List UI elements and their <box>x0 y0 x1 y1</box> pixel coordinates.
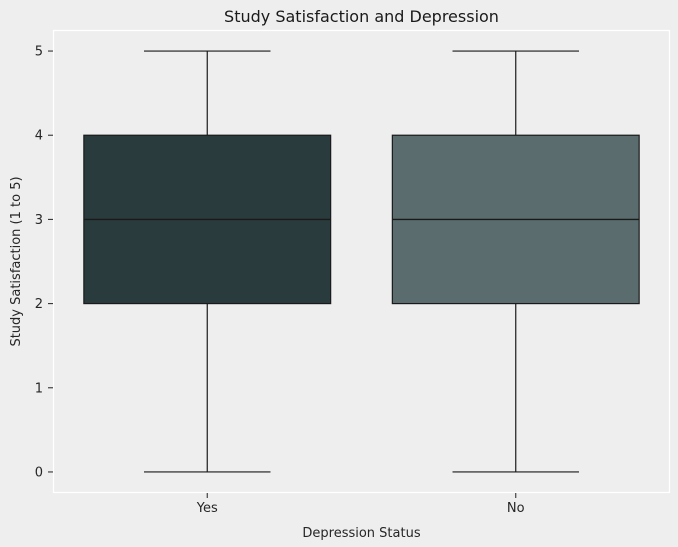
chart-title: Study Satisfaction and Depression <box>224 7 499 26</box>
x-tick-label: Yes <box>196 501 218 516</box>
y-tick-label: 0 <box>35 465 43 480</box>
plot-area-group: 0 1 2 3 4 5 Yes No <box>35 29 671 516</box>
y-tick-label: 1 <box>35 381 43 396</box>
x-tick-label: No <box>507 501 525 516</box>
x-axis-label: Depression Status <box>302 526 420 541</box>
y-tick-label: 5 <box>35 45 43 60</box>
y-tick-label: 2 <box>35 297 43 312</box>
y-axis-label: Study Satisfaction (1 to 5) <box>9 176 24 346</box>
y-tick-label: 3 <box>35 213 43 228</box>
y-tick-label: 4 <box>35 129 43 144</box>
